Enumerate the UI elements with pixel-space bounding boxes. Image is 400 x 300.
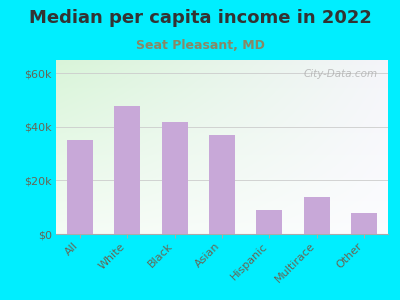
Bar	[304, 196, 330, 234]
Text: City-Data.com: City-Data.com	[304, 69, 378, 79]
Bar	[67, 140, 93, 234]
Text: Median per capita income in 2022: Median per capita income in 2022	[28, 9, 372, 27]
Bar	[256, 210, 282, 234]
Bar	[351, 213, 377, 234]
Text: Seat Pleasant, MD: Seat Pleasant, MD	[136, 39, 264, 52]
Bar	[209, 135, 235, 234]
Bar	[162, 122, 188, 234]
Bar	[114, 106, 140, 234]
